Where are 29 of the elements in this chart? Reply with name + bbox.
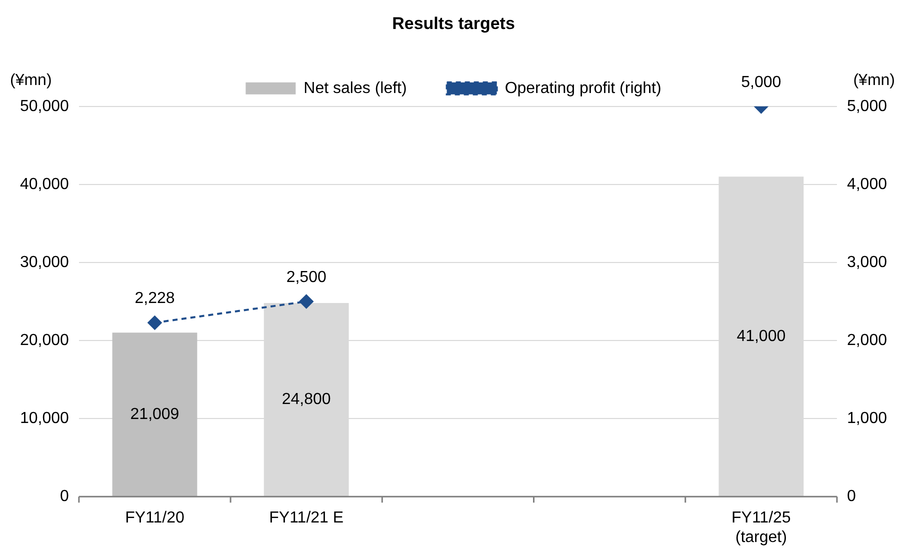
y-tick-label: 30,000 [20,254,70,271]
y-tick-label: 10,000 [20,410,70,427]
y2-tick-label: 5,000 [846,98,888,115]
legend-label: Operating profit (right) [504,80,662,97]
y-tick-label: 50,000 [20,98,70,115]
y2-tick-label: 0 [846,488,856,506]
y-axis-title: (¥mn) [10,72,52,90]
y-tick-label: 40,000 [20,176,70,193]
data-label: 2,228 [134,290,175,308]
bar [112,332,198,496]
data-label: 24,800 [282,390,331,408]
data-label: 21,009 [130,406,180,423]
point [148,316,162,330]
y2-tick-label: 1,000 [846,410,888,427]
x-tick-label: FY11/20 [125,510,184,527]
legend-label: Net sales (left) [304,80,407,97]
data-label: 5,000 [741,74,782,91]
y2-tick-label: 4,000 [846,176,888,193]
x-tick-label: FY11/21 E [269,510,344,527]
y-tick-label: 0 [60,488,70,506]
y2-axis-title: (¥mn) [853,72,895,90]
x-tick-label: FY11/25 (target) [732,510,791,546]
y2-tick-label: 2,000 [846,332,888,349]
y2-tick-label: 3,000 [846,254,888,271]
data-label: 41,000 [736,328,786,345]
point [299,294,314,308]
data-label: 2,500 [286,268,326,286]
chart-title: Results targets [392,14,515,33]
y-tick-label: 20,000 [20,332,70,349]
